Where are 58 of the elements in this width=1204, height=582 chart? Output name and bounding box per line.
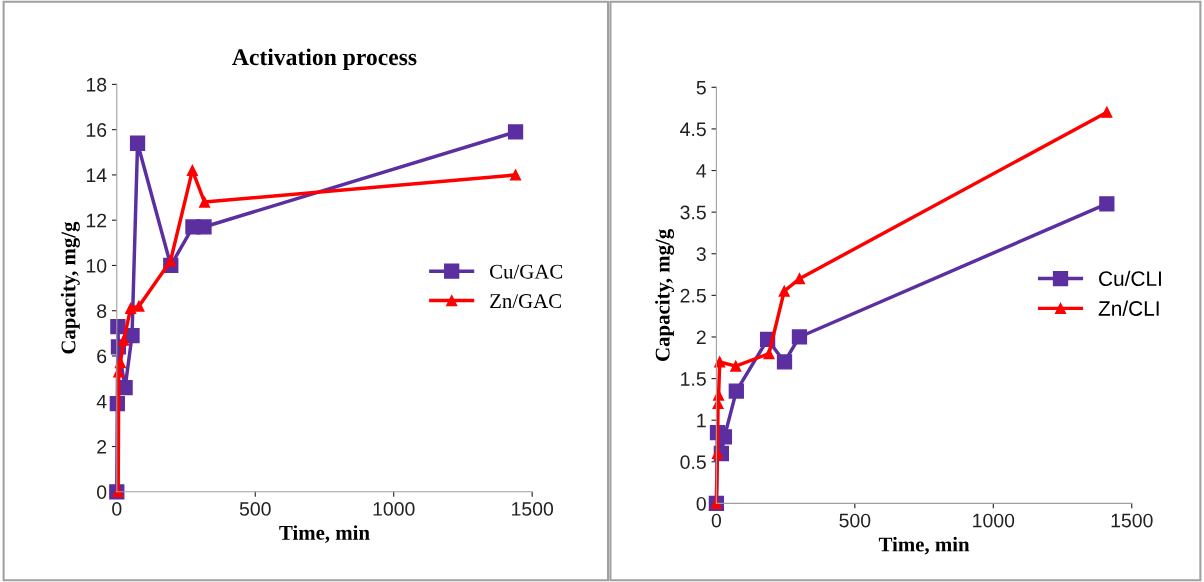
y-tick-label: 2	[696, 330, 706, 345]
point	[118, 334, 130, 346]
point	[110, 318, 126, 335]
x-tick-label: 0	[711, 513, 722, 528]
x-tick-label: 1000	[373, 502, 415, 516]
point	[730, 360, 742, 372]
y-tick-label: 0	[97, 485, 107, 500]
x-axis-title: Time, min	[878, 536, 970, 555]
y-tick-label: 14	[86, 168, 107, 182]
y-tick-label: 6	[97, 349, 107, 364]
x-tick-label: 0	[112, 502, 122, 516]
legend-label: Zn/GAC	[490, 294, 561, 309]
y-tick-label: 1	[697, 413, 706, 428]
y-tick-label: 4	[696, 164, 707, 178]
x-tick-label: 1500	[1111, 513, 1153, 528]
point	[1101, 106, 1113, 118]
point	[196, 219, 212, 235]
y-tick-label: 3	[696, 247, 706, 261]
y-tick-label: 12	[86, 213, 107, 228]
y-tick-label: 3.5	[680, 205, 706, 220]
point	[778, 285, 790, 297]
x-tick-label: 500	[239, 502, 271, 516]
x-tick-label: 1000	[973, 513, 1015, 528]
legend-label: Cu/GAC	[490, 264, 563, 279]
x-tick-label: 1500	[512, 502, 554, 516]
point	[186, 164, 198, 176]
point	[129, 135, 146, 151]
point	[728, 383, 744, 399]
y-tick-label: 0.5	[680, 455, 706, 470]
y-tick-label: 18	[86, 77, 107, 92]
point	[133, 300, 145, 312]
y-tick-label: 2	[97, 439, 107, 454]
y-tick-label: 4	[96, 394, 107, 409]
point	[1099, 196, 1115, 212]
legend-label: Cu/CLI	[1099, 270, 1161, 287]
y-tick-label: 4.5	[680, 122, 706, 137]
point	[114, 357, 126, 369]
point	[791, 329, 808, 345]
y-axis-title: Capacity, mg/g	[655, 229, 675, 361]
y-tick-label: 2.5	[680, 288, 706, 303]
point	[125, 302, 137, 315]
y-tick-label: 8	[97, 304, 107, 318]
point	[763, 348, 775, 360]
point	[793, 273, 806, 285]
y-tick-label: 5	[696, 80, 706, 95]
y-tick-label: 1.5	[681, 372, 706, 386]
x-axis-title: Time, min	[279, 525, 370, 543]
point	[776, 354, 793, 370]
point	[509, 169, 522, 181]
y-tick-label: 10	[86, 258, 107, 273]
point	[199, 196, 211, 208]
y-axis-title: Capacity, mg/g	[60, 221, 80, 354]
chart-title: Activation process	[232, 48, 417, 70]
legend-label: Zn/CLI	[1098, 300, 1159, 316]
point	[507, 124, 524, 140]
y-tick-label: 16	[86, 123, 107, 137]
x-tick-label: 500	[839, 513, 871, 528]
point	[714, 356, 726, 368]
